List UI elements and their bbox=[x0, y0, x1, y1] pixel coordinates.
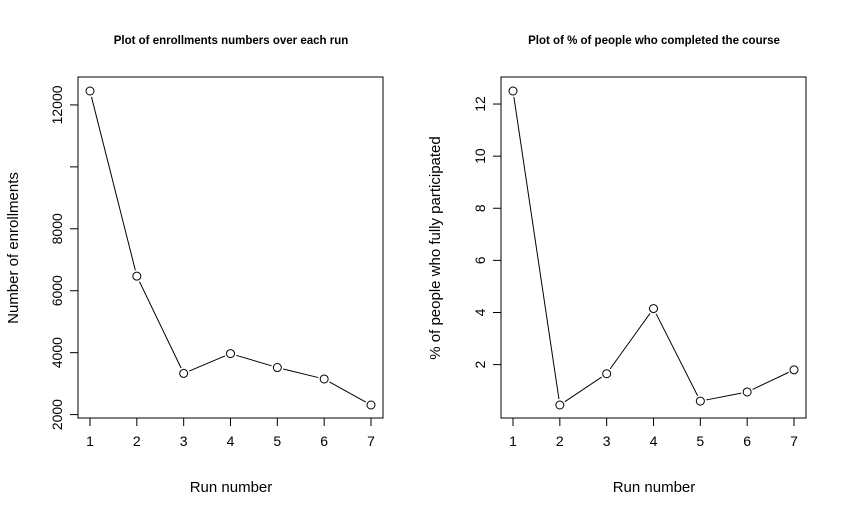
series-segment bbox=[655, 313, 699, 396]
y-tick-label: 8 bbox=[472, 204, 488, 212]
x-tick-label: 6 bbox=[320, 433, 328, 449]
chart-title: Plot of % of people who completed the co… bbox=[528, 35, 780, 47]
chart-title: Plot of enrollments numbers over each ru… bbox=[114, 35, 349, 47]
data-point bbox=[85, 86, 95, 96]
y-tick-label: 8000 bbox=[49, 213, 65, 244]
x-tick-label: 6 bbox=[743, 433, 751, 449]
x-axis-label: Run number bbox=[190, 479, 273, 496]
y-axis-label: % of people who fully participated bbox=[427, 136, 444, 359]
y-tick-label: 10 bbox=[472, 148, 488, 164]
x-tick-label: 3 bbox=[180, 433, 188, 449]
series-segment bbox=[513, 96, 560, 400]
y-tick-label: 6000 bbox=[49, 275, 65, 306]
data-point bbox=[742, 387, 752, 397]
data-point bbox=[366, 400, 376, 410]
x-tick-label: 3 bbox=[603, 433, 611, 449]
series-segment bbox=[706, 392, 742, 401]
series-segment bbox=[752, 371, 789, 390]
y-axis: 2000 4000 6000 8000 12000 bbox=[49, 85, 79, 430]
series-segment bbox=[138, 281, 182, 369]
y-tick-label: 4000 bbox=[49, 337, 65, 368]
panel-completion: Plot of % of people who completed the co… bbox=[427, 35, 807, 496]
series-segment bbox=[188, 355, 226, 372]
data-point bbox=[272, 363, 282, 373]
x-axis: 1 2 3 4 5 6 7 bbox=[509, 417, 798, 449]
y-tick-label: 12000 bbox=[49, 85, 65, 124]
y-tick-label: 2000 bbox=[49, 399, 65, 430]
series-enrollments bbox=[85, 86, 376, 410]
data-point bbox=[695, 396, 705, 406]
x-tick-label: 5 bbox=[696, 433, 704, 449]
data-point bbox=[789, 365, 799, 375]
series-segment bbox=[236, 354, 272, 367]
series-segment bbox=[564, 376, 602, 403]
series-segment bbox=[90, 96, 136, 271]
plot-frame bbox=[500, 76, 807, 419]
x-axis-label: Run number bbox=[613, 479, 696, 496]
y-tick-label: 2 bbox=[472, 361, 488, 369]
data-point bbox=[649, 304, 658, 314]
series-completion bbox=[508, 86, 799, 410]
series-segment bbox=[283, 368, 319, 379]
x-tick-label: 4 bbox=[227, 433, 235, 449]
series-segment bbox=[609, 313, 651, 370]
x-axis: 1 2 3 4 5 6 7 bbox=[86, 417, 375, 449]
y-axis: 2 4 6 8 10 12 bbox=[472, 96, 502, 369]
data-point bbox=[555, 400, 565, 410]
x-tick-label: 2 bbox=[556, 433, 564, 449]
x-tick-label: 2 bbox=[133, 433, 141, 449]
x-tick-label: 1 bbox=[86, 433, 94, 449]
y-axis-label: Number of enrollments bbox=[5, 172, 22, 324]
y-tick-label: 12 bbox=[472, 96, 488, 112]
data-point bbox=[132, 271, 142, 281]
plot-frame bbox=[77, 76, 384, 419]
x-tick-label: 4 bbox=[650, 433, 658, 449]
y-tick-label: 6 bbox=[472, 256, 488, 264]
x-tick-label: 5 bbox=[273, 433, 281, 449]
y-tick-label: 4 bbox=[472, 308, 488, 316]
x-tick-label: 7 bbox=[790, 433, 798, 449]
x-tick-label: 7 bbox=[367, 433, 375, 449]
data-point bbox=[319, 374, 329, 384]
series-segment bbox=[329, 381, 366, 403]
data-point bbox=[226, 349, 235, 359]
panel-enrollments: Plot of enrollments numbers over each ru… bbox=[5, 35, 384, 496]
data-point bbox=[602, 369, 612, 379]
data-point bbox=[508, 86, 518, 96]
x-tick-label: 1 bbox=[509, 433, 517, 449]
data-point bbox=[179, 368, 189, 378]
